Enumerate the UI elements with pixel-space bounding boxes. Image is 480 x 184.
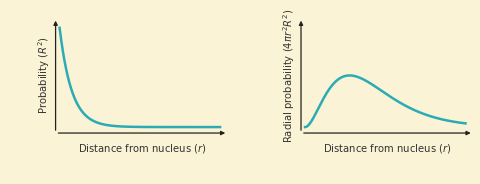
Y-axis label: Probability ($R^2$): Probability ($R^2$) <box>36 36 51 114</box>
X-axis label: Distance from nucleus ($r$): Distance from nucleus ($r$) <box>77 142 205 155</box>
Y-axis label: Radial probability ($4\pi r^2 R^2$): Radial probability ($4\pi r^2 R^2$) <box>281 8 296 143</box>
X-axis label: Distance from nucleus ($r$): Distance from nucleus ($r$) <box>323 142 451 155</box>
